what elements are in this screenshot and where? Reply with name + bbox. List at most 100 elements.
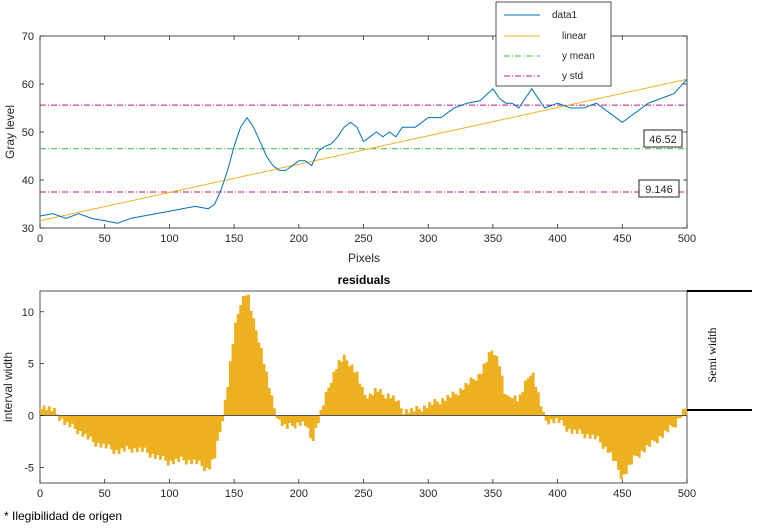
residual-bar (278, 415, 281, 420)
residual-bar (668, 415, 672, 426)
residual-bar (239, 305, 243, 416)
residual-bar (420, 411, 424, 416)
residual-bar (127, 415, 131, 450)
residual-bar (643, 415, 646, 453)
top-y-tick-label: 50 (22, 127, 34, 139)
residual-bar (234, 322, 237, 416)
residual-bar (661, 415, 665, 438)
bottom-y-tick-label: 0 (28, 411, 34, 423)
residual-bar (542, 411, 545, 416)
top-x-tick-label: 250 (354, 233, 372, 245)
residual-bar (640, 415, 644, 451)
residual-bar (435, 401, 439, 416)
residual-bar (133, 415, 137, 449)
residual-bar (272, 408, 276, 416)
residual-bar (327, 387, 331, 416)
top-y-axis-label: Gray level (3, 105, 17, 159)
residual-bar (40, 409, 43, 416)
residual-bar (68, 415, 72, 428)
residual-bar (391, 395, 395, 416)
residual-bar (169, 415, 173, 461)
residual-bar (567, 415, 571, 429)
residual-bar (262, 364, 266, 416)
residual-bar (505, 395, 509, 416)
residual-bar (467, 384, 470, 416)
residual-bar (135, 415, 139, 453)
residual-bar (63, 415, 67, 425)
residual-bar (482, 363, 486, 416)
residual-bar (81, 415, 85, 437)
residual-bar (425, 408, 429, 416)
residual-bar (570, 415, 574, 434)
residual-bar (52, 407, 56, 416)
residual-bar (332, 371, 336, 416)
residual-bar (335, 369, 338, 416)
residual-bar (324, 392, 328, 416)
residual-bar (218, 415, 222, 433)
residual-bar (679, 415, 683, 419)
residual-bar (534, 386, 538, 416)
residual-bar (270, 395, 274, 416)
residual-bar (363, 394, 367, 416)
residual-bar (303, 415, 307, 427)
residual-bar (674, 415, 677, 428)
residual-bar (311, 415, 315, 442)
residual-bar (96, 415, 100, 443)
residual-bar (430, 404, 434, 416)
residual-bar (441, 398, 445, 416)
residual-bar (184, 415, 188, 465)
residual-bar (208, 415, 212, 470)
residual-bar (555, 415, 558, 419)
residual-bar (472, 379, 476, 416)
residual-bar (247, 294, 250, 416)
bottom-axes: residuals 0 50 100 150 200 250 300 350 400 450 500… (1, 273, 752, 500)
residual-bar (58, 415, 62, 421)
residual-bar (402, 414, 406, 416)
residual-bar (371, 395, 375, 416)
top-x-axis-label: Pixels (348, 251, 380, 265)
residual-bar (560, 415, 564, 421)
residual-bar (459, 388, 463, 416)
residual-bar (366, 398, 369, 416)
residual-bar (104, 415, 108, 449)
residual-bar (280, 415, 284, 427)
residual-bar (557, 415, 561, 424)
bottom-x-tick-label: 0 (37, 488, 43, 500)
mean-annotation-box (643, 129, 683, 148)
residual-bar (140, 415, 144, 452)
std-annotation-text: 9.146 (645, 184, 673, 196)
top-y-tick-label: 40 (22, 175, 34, 187)
residual-bar (599, 415, 602, 443)
bottom-x-tick-label: 350 (484, 488, 502, 500)
residual-bar (190, 415, 193, 465)
top-x-tick-label: 150 (225, 233, 243, 245)
residual-bar (500, 375, 504, 416)
residual-bar (397, 400, 401, 416)
residual-bar (619, 415, 623, 479)
residual-bar (456, 395, 460, 416)
residual-bar (624, 415, 628, 475)
residual-bar (156, 415, 160, 456)
residual-bar (666, 415, 670, 433)
top-x-tick-label: 400 (548, 233, 566, 245)
residual-bar (498, 366, 501, 416)
residual-bar (423, 405, 426, 416)
residual-bar (109, 415, 113, 450)
residual-bar (446, 394, 450, 416)
residual-bar (285, 415, 289, 429)
residual-bar (125, 415, 129, 446)
residual-bar (490, 350, 494, 416)
residual-bar (267, 387, 271, 416)
top-x-tick-label: 50 (99, 233, 111, 245)
residual-bar (627, 415, 631, 465)
residual-bar (547, 415, 551, 425)
bottom-x-tick-label: 50 (99, 488, 111, 500)
residual-bar (609, 415, 613, 452)
residual-bar (205, 415, 209, 468)
residual-bar (650, 415, 654, 440)
bottom-x-tick-label: 150 (225, 488, 243, 500)
residual-bar (236, 313, 240, 416)
residual-bar (617, 415, 621, 471)
residual-bar (399, 408, 403, 416)
residual-bar (86, 415, 90, 440)
